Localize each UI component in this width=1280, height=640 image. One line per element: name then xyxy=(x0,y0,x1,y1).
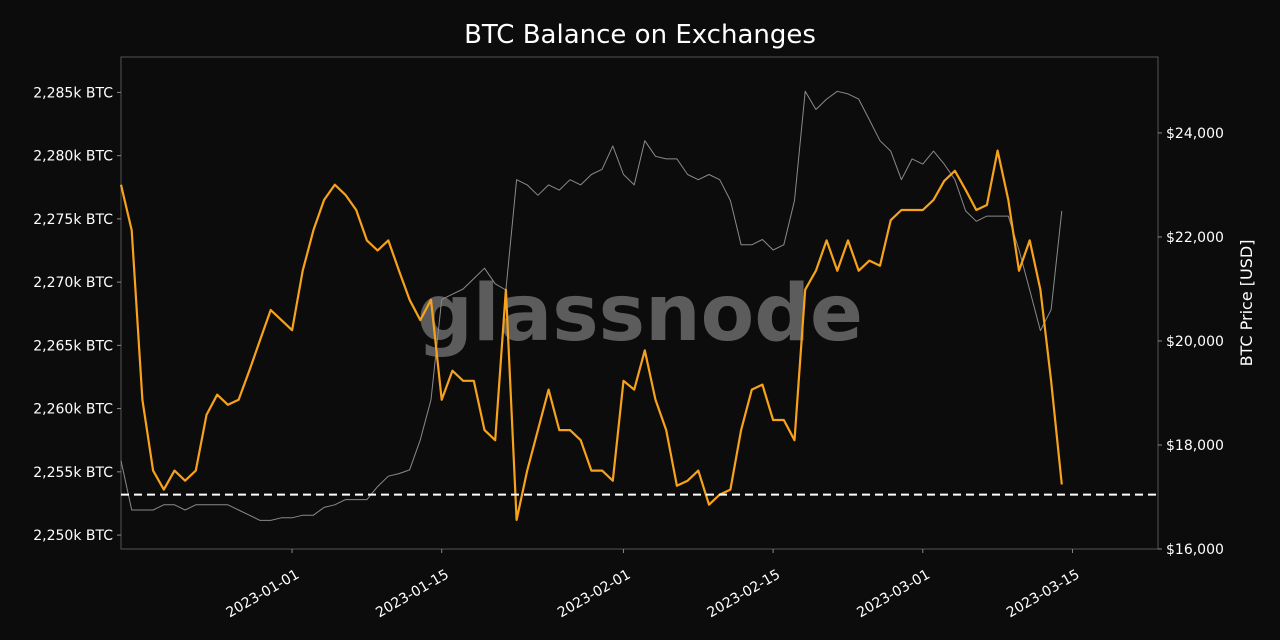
y2-tick-label: $16,000 xyxy=(1166,542,1224,558)
watermark: glassnode xyxy=(417,269,863,359)
series-line xyxy=(120,90,1063,521)
y2-tick-label: $18,000 xyxy=(1166,438,1224,454)
y-tick-label: 2,260k BTC xyxy=(33,402,113,418)
y-tick-label: 2,280k BTC xyxy=(33,149,113,165)
y2-tick-label: $24,000 xyxy=(1166,126,1224,142)
y-tick-label: 2,285k BTC xyxy=(33,85,113,101)
y-tick-label: 2,250k BTC xyxy=(33,528,113,544)
y-tick-label: 2,255k BTC xyxy=(33,465,113,481)
y-tick-label: 2,265k BTC xyxy=(33,338,113,354)
y2-axis-label: BTC Price [USD] xyxy=(1237,240,1256,367)
y-tick-label: 2,275k BTC xyxy=(33,212,113,228)
chart-title: BTC Balance on Exchanges xyxy=(464,20,816,50)
y-tick-label: 2,270k BTC xyxy=(33,275,113,291)
plot-frame xyxy=(120,56,1159,550)
y2-tick-label: $20,000 xyxy=(1166,334,1224,350)
series-line xyxy=(119,149,1063,521)
y2-tick-label: $22,000 xyxy=(1166,230,1224,246)
